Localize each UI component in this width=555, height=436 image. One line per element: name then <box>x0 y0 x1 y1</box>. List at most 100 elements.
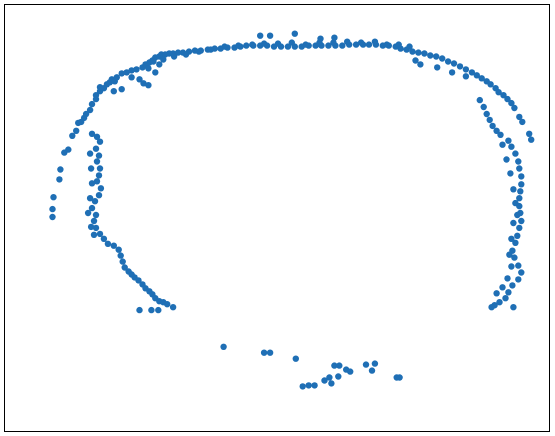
scatter-point <box>152 69 159 76</box>
scatter-point <box>95 152 103 159</box>
scatter-point <box>95 192 103 199</box>
scatter-point <box>93 178 101 185</box>
scatter-point <box>512 150 519 157</box>
scatter-point <box>510 304 517 311</box>
scatter-point <box>325 42 332 49</box>
scatter-point <box>326 374 333 381</box>
scatter-point <box>291 30 298 37</box>
scatter-point <box>328 380 335 387</box>
scatter-point <box>84 209 92 217</box>
scatter-point <box>95 172 103 179</box>
scatter-point <box>476 96 483 104</box>
scatter-point <box>483 110 490 118</box>
scatter-point <box>512 239 519 246</box>
scatter-point <box>88 130 96 137</box>
scatter-point <box>518 173 525 180</box>
scatter-point <box>82 110 90 118</box>
scatter-point <box>508 143 515 150</box>
scatter-point <box>502 295 509 302</box>
scatter-point <box>495 89 502 96</box>
scatter-point <box>518 217 525 225</box>
scatter-point <box>417 61 424 68</box>
scatter-point <box>516 224 523 232</box>
scatter-point <box>288 39 295 46</box>
scatter-point <box>480 103 487 111</box>
scatter-point <box>406 43 413 50</box>
scatter-point <box>515 158 522 165</box>
scatter-point <box>87 165 95 172</box>
scatter-point <box>317 35 324 42</box>
scatter-point <box>515 262 522 269</box>
scatter-point <box>439 55 446 62</box>
scatter-point <box>128 74 135 81</box>
scatter-point <box>486 116 493 124</box>
scatter-point <box>509 282 516 289</box>
scatter-point <box>135 277 142 284</box>
series-points <box>49 30 535 390</box>
scatter-point <box>86 106 94 114</box>
scatter-point <box>487 81 494 88</box>
scatter-point <box>352 41 360 48</box>
scatter-point <box>150 58 157 65</box>
scatter-point <box>88 100 96 108</box>
scatter-point <box>368 367 376 374</box>
scatter-point <box>92 211 100 219</box>
scatter-point <box>91 198 99 205</box>
scatter-point <box>57 166 64 173</box>
scatter-point <box>136 306 143 314</box>
scatter-point <box>292 355 299 362</box>
scatter-point <box>65 146 72 153</box>
scatter-point <box>507 170 514 177</box>
scatter-point <box>518 181 525 188</box>
scatter-point <box>156 61 163 68</box>
scatter-point <box>503 156 510 163</box>
scatter-point <box>427 52 434 59</box>
scatter-point <box>92 92 100 99</box>
scatter-point <box>88 180 96 187</box>
scatter-point <box>93 133 101 140</box>
scatter-point <box>220 343 227 350</box>
scatter-point <box>260 349 268 356</box>
scatter-point <box>433 53 440 60</box>
scatter-point <box>508 263 515 270</box>
scatter-point <box>444 58 452 65</box>
scatter-point <box>412 57 419 64</box>
scatter-point <box>462 73 470 80</box>
scatter-point <box>519 118 526 126</box>
scatter-point <box>512 199 519 207</box>
scatter-point <box>371 360 379 367</box>
scatter-point <box>207 46 214 53</box>
scatter-point <box>421 50 428 57</box>
scatter-point <box>505 289 512 296</box>
scatter-point <box>331 362 338 369</box>
scatter-point <box>86 195 94 202</box>
scatter-point <box>121 264 128 271</box>
scatter-point <box>49 213 56 221</box>
scatter-point <box>516 113 523 121</box>
scatter-point <box>87 223 95 231</box>
scatter-point <box>339 42 346 49</box>
scatter-point <box>128 67 135 74</box>
scatter-point <box>515 276 522 283</box>
scatter-point <box>347 368 354 375</box>
scatter-point <box>514 211 521 219</box>
scatter-point <box>526 130 533 137</box>
scatter-point <box>321 377 328 384</box>
scatter-point <box>434 64 441 71</box>
scatter-point <box>249 41 256 48</box>
scatter-point <box>97 185 105 192</box>
scatter-point <box>49 205 56 213</box>
scatter-point <box>500 92 507 99</box>
scatter-point <box>235 42 242 49</box>
scatter-point <box>365 41 373 48</box>
scatter-point <box>90 217 98 225</box>
scatter-point <box>93 158 101 165</box>
scatter-point <box>331 34 338 41</box>
scatter-point <box>140 80 147 87</box>
scatter-point <box>118 70 125 77</box>
scatter-point <box>462 66 470 73</box>
scatter-point <box>505 137 512 144</box>
scatter-point <box>456 63 464 70</box>
